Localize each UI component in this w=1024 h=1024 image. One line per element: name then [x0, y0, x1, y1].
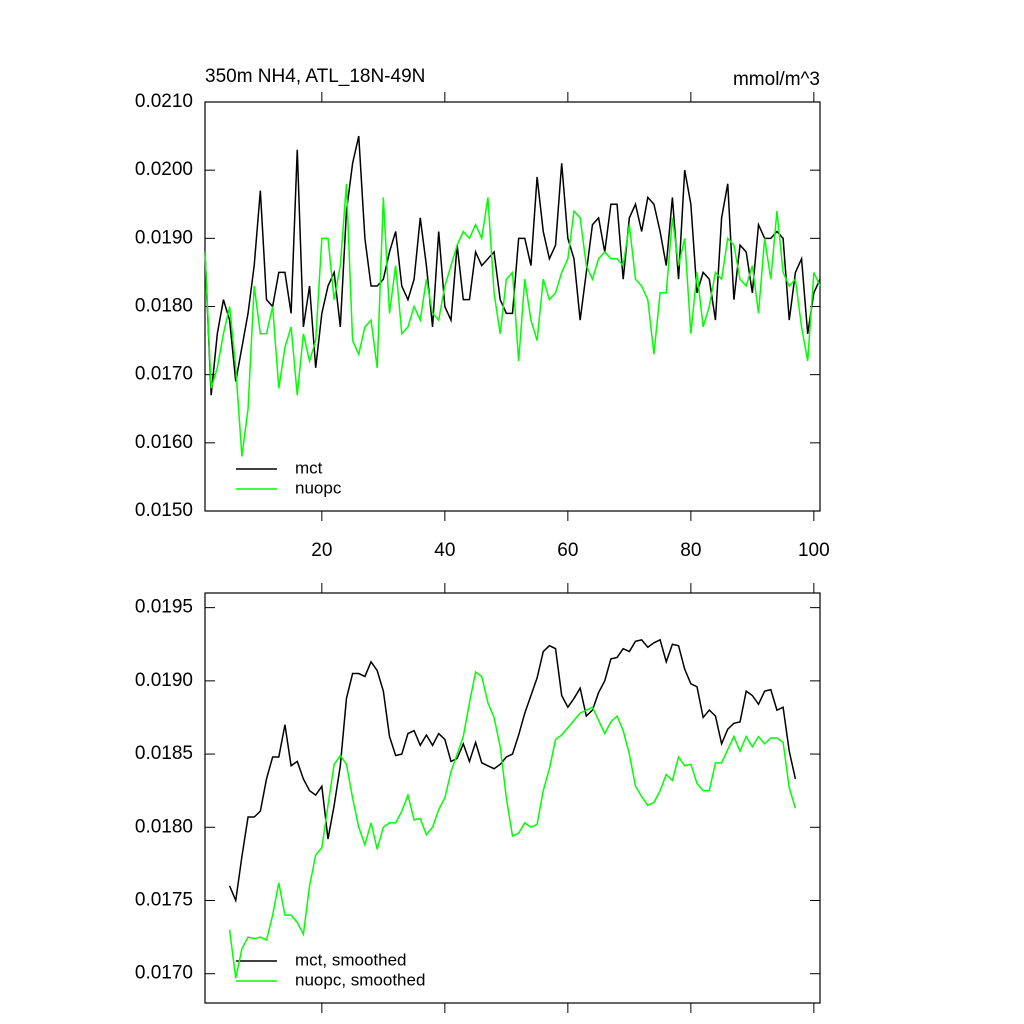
units-label: mmol/m^3 [733, 69, 820, 90]
legend-label: mct [295, 458, 323, 477]
y-tick-label: 0.0160 [135, 432, 193, 453]
legend-label: nuopc, smoothed [295, 970, 425, 989]
y-tick-label: 0.0210 [135, 91, 193, 112]
y-tick-label: 0.0170 [135, 364, 193, 385]
y-tick-label: 0.0185 [135, 743, 193, 764]
x-tick-label: 40 [434, 540, 455, 561]
x-tick-label: 20 [311, 540, 332, 561]
x-tick-label: 80 [680, 540, 701, 561]
y-tick-label: 0.0190 [135, 670, 193, 691]
legend-label: mct, smoothed [295, 950, 407, 969]
series-line [204, 135, 821, 396]
series-line [228, 670, 797, 979]
y-tick-label: 0.0180 [135, 296, 193, 317]
y-tick-label: 0.0150 [135, 500, 193, 521]
legend-label: nuopc [295, 478, 342, 497]
y-tick-label: 0.0195 [135, 597, 193, 618]
y-tick-label: 0.0170 [135, 963, 193, 984]
y-tick-label: 0.0175 [135, 890, 193, 911]
x-tick-label: 60 [557, 540, 578, 561]
series-line [228, 638, 797, 904]
y-tick-label: 0.0200 [135, 159, 193, 180]
x-tick-label: 100 [798, 540, 830, 561]
y-tick-label: 0.0190 [135, 227, 193, 248]
chart-title: 350m NH4, ATL_18N-49N [205, 66, 425, 87]
plot-frame [204, 592, 821, 1004]
series-line [204, 183, 821, 457]
y-tick-label: 0.0180 [135, 816, 193, 837]
